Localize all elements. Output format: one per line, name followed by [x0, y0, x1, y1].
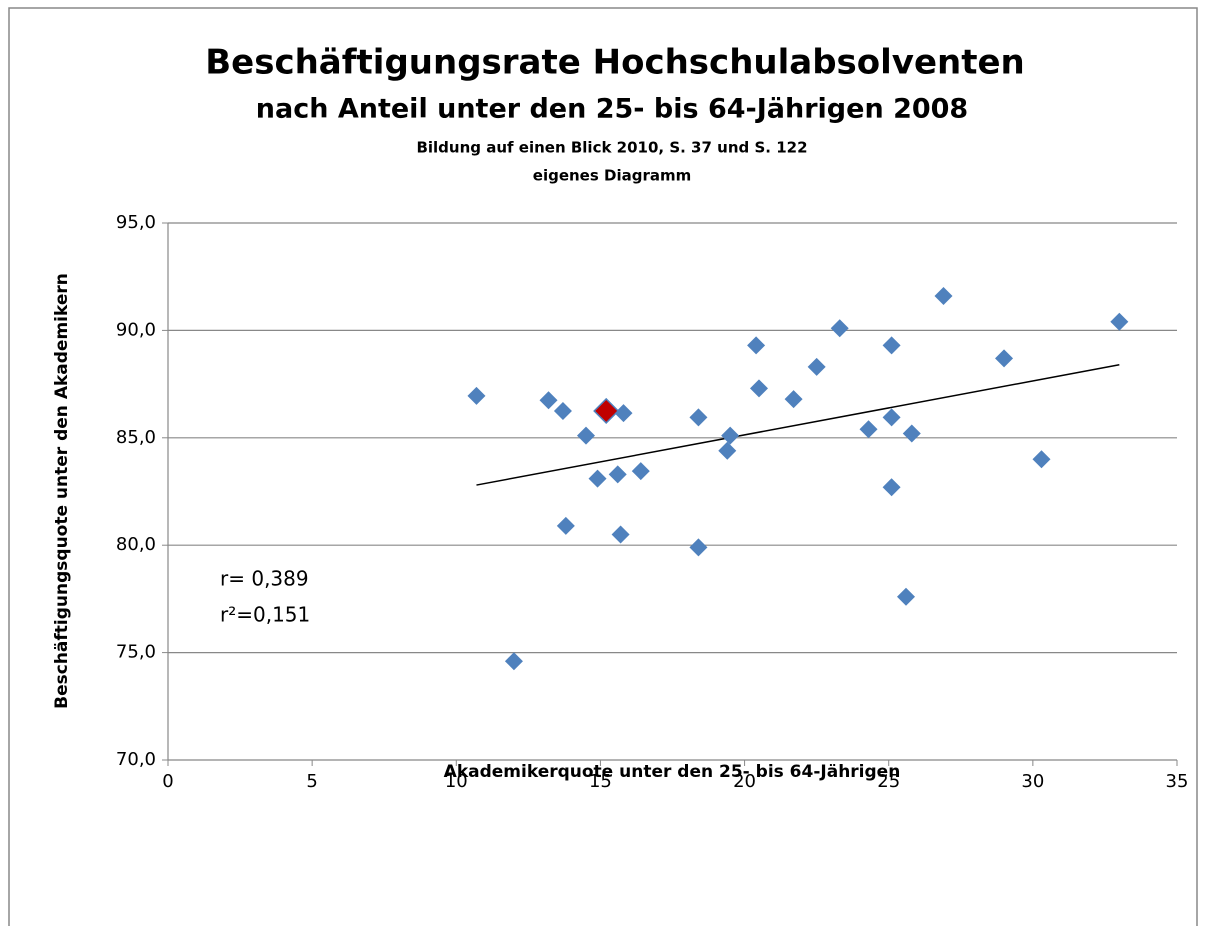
- chart-title: Beschäftigungsrate Hochschulabsolventen: [205, 43, 1025, 83]
- x-tick-label: 35: [1166, 771, 1189, 792]
- point: [749, 379, 768, 398]
- point: [593, 397, 620, 425]
- point: [784, 390, 803, 409]
- x-tick-label: 15: [589, 771, 612, 792]
- point: [689, 408, 708, 427]
- point: [902, 424, 921, 443]
- point: [718, 441, 737, 460]
- point: [614, 404, 633, 423]
- annotation: r= 0,389: [220, 567, 309, 591]
- y-tick-label: 70,0: [116, 749, 156, 770]
- point: [934, 287, 953, 306]
- x-tick-label: 5: [306, 771, 317, 792]
- x-tick-label: 20: [733, 771, 756, 792]
- y-tick-label: 75,0: [116, 642, 156, 663]
- x-tick-label: 25: [877, 771, 900, 792]
- y-tick-label: 80,0: [116, 534, 156, 555]
- chart-subtitle: nach Anteil unter den 25- bis 64-Jährige…: [256, 94, 968, 125]
- point: [577, 426, 596, 445]
- point: [882, 478, 901, 497]
- y-axis-label: Beschäftigungsquote unter den Akademiker…: [52, 273, 72, 709]
- point: [467, 386, 486, 405]
- point: [504, 652, 523, 671]
- point: [859, 420, 878, 439]
- point: [897, 587, 916, 606]
- point: [747, 336, 766, 355]
- x-tick-label: 0: [162, 771, 173, 792]
- point: [553, 401, 572, 420]
- trendline: [476, 364, 1120, 486]
- point: [721, 426, 740, 445]
- x-tick-label: 30: [1021, 771, 1044, 792]
- point: [631, 462, 650, 481]
- y-tick-label: 95,0: [116, 212, 156, 233]
- point: [807, 357, 826, 376]
- point: [608, 465, 627, 484]
- point: [995, 349, 1014, 368]
- annotation: r²=0,151: [220, 603, 310, 627]
- x-axis-label: Akademikerquote unter den 25- bis 64-Jäh…: [444, 762, 901, 782]
- point: [882, 408, 901, 427]
- chart-frame: [8, 7, 1198, 926]
- x-tick-label: 10: [445, 771, 468, 792]
- point: [830, 319, 849, 338]
- chart-source: Bildung auf einen Blick 2010, S. 37 und …: [416, 139, 807, 157]
- y-tick-label: 90,0: [116, 319, 156, 340]
- y-tick-label: 85,0: [116, 427, 156, 448]
- point: [539, 391, 558, 410]
- point: [611, 525, 630, 544]
- chart-note: eigenes Diagramm: [533, 167, 691, 185]
- point: [1032, 450, 1051, 469]
- point: [689, 538, 708, 557]
- point: [1110, 312, 1129, 331]
- point: [588, 469, 607, 488]
- point: [882, 336, 901, 355]
- point: [556, 516, 575, 535]
